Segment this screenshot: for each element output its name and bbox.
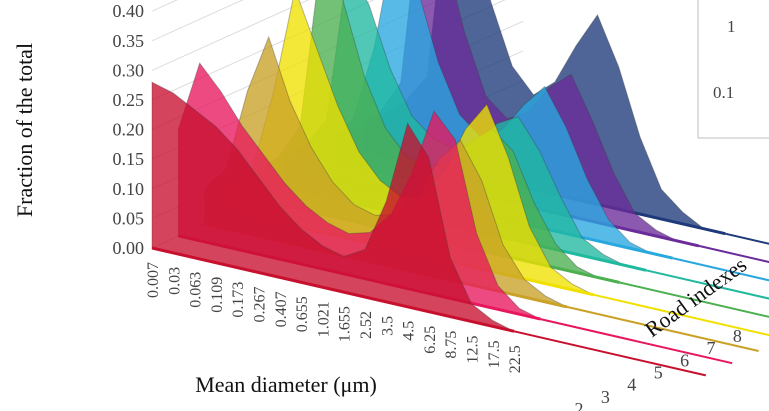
x-tick-label: 0.109 — [209, 277, 226, 313]
x-axis-title: Mean diameter (μm) — [195, 372, 377, 397]
y-tick-label: 0.05 — [113, 208, 145, 228]
x-tick-label: 0.267 — [252, 287, 269, 323]
z-tick-label: 2 — [575, 399, 584, 411]
series-area-1 — [151, 81, 515, 332]
series-depth-ribbon — [540, 318, 733, 365]
z-tick-label: 5 — [654, 363, 663, 383]
x-tick-label: 0.03 — [166, 267, 183, 295]
series-depth-ribbon — [593, 293, 769, 337]
z-tick-label: 4 — [627, 375, 636, 395]
series-base-line — [151, 246, 515, 333]
series-depth-ribbon — [672, 257, 769, 282]
x-tick-label: 3.5 — [379, 316, 396, 336]
x-tick-label: 1.021 — [315, 301, 332, 337]
y-tick-label: 0.30 — [113, 60, 145, 80]
y-tick-label: 0.35 — [113, 31, 145, 51]
series-depth-ribbon — [698, 244, 769, 264]
z-tick-label: 3 — [601, 387, 610, 407]
inset-frame — [697, 0, 769, 139]
series-depth-ribbon — [566, 305, 759, 352]
series-areas — [151, 0, 769, 377]
series-depth-ribbon — [725, 232, 769, 245]
x-tick-label: 2.52 — [358, 311, 375, 339]
y-tick-label: 0.20 — [113, 120, 145, 140]
inset-tick-1: 1 — [727, 17, 736, 36]
x-tick-label: 6.25 — [422, 326, 439, 354]
x-tick-label: 0.007 — [145, 262, 162, 298]
x-tick-label: 17.5 — [486, 340, 503, 368]
tick-labels: 0.000.050.100.150.200.250.300.350.400.45… — [113, 1, 742, 411]
series-depth-ribbon — [513, 330, 707, 377]
x-tick-label: 4.5 — [401, 321, 418, 341]
grid-line — [151, 0, 244, 42]
x-tick-label: 0.655 — [294, 296, 311, 332]
z-tick-label: 7 — [707, 338, 716, 358]
x-tick-label: 0.407 — [273, 291, 290, 327]
z-tick-label: 6 — [680, 350, 689, 370]
x-tick-label: 12.5 — [465, 336, 482, 364]
inset-panel: 1 0.1 — [697, 0, 769, 139]
series-depth-ribbon — [645, 269, 769, 300]
x-tick-label: 0.063 — [188, 272, 205, 308]
y-tick-label: 0.15 — [113, 149, 145, 169]
y-tick-label: 0.40 — [113, 1, 145, 21]
y-tick-label: 0.25 — [113, 90, 145, 110]
z-tick-label: 8 — [733, 326, 742, 346]
x-tick-label: 0.173 — [230, 282, 247, 318]
y-tick-label: 0.10 — [113, 179, 145, 199]
inset-tick-0-1: 0.1 — [713, 83, 734, 102]
x-tick-label: 1.655 — [337, 306, 354, 342]
x-tick-label: 8.75 — [443, 331, 460, 359]
y-axis-title: Fraction of the total — [12, 43, 37, 217]
x-tick-label: 22.5 — [507, 345, 524, 373]
y-tick-label: 0.00 — [113, 238, 145, 258]
grid-line — [151, 0, 310, 71]
series-depth-ribbon — [619, 281, 769, 318]
